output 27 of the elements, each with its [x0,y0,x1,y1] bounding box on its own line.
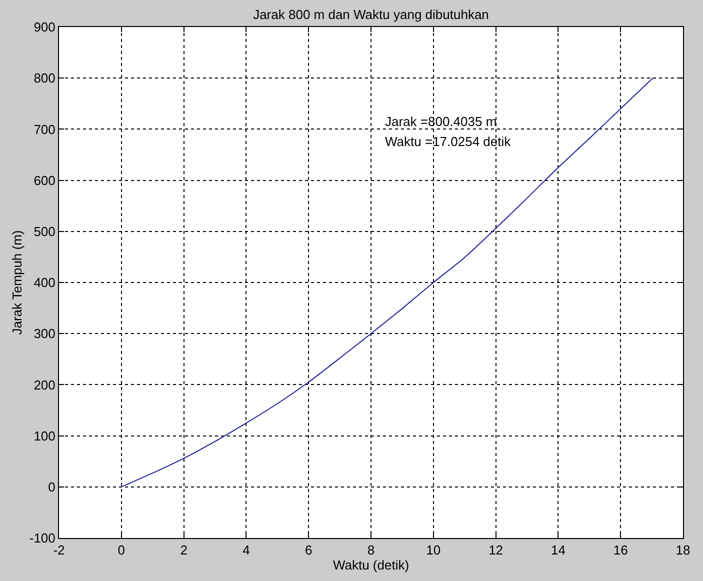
y-axis-title: Jarak Tempuh (m) [9,230,24,335]
y-tick-label: 700 [34,122,56,137]
x-tick-label: 14 [550,542,566,558]
x-tick-label: 2 [180,542,188,558]
y-tick-label: 0 [48,479,56,494]
y-tick-label: -100 [29,530,56,546]
x-tick-label: -2 [53,542,65,558]
x-tick-label: 0 [118,542,126,558]
y-tick-label: 900 [34,20,56,35]
annotation: Waktu =17.0254 detik [385,134,512,149]
y-tick-label: 500 [34,224,56,239]
x-tick-label: 10 [426,542,441,558]
y-tick-label: 300 [34,326,56,342]
x-tick-label: 16 [613,542,628,558]
y-tick-label: 800 [34,70,56,86]
x-tick-label: 6 [304,542,312,558]
y-tick-label: 600 [34,172,56,188]
y-tick-label: 200 [34,377,56,392]
x-axis-title: Waktu (detik) [332,558,410,573]
x-tick-label: 4 [242,542,250,558]
y-tick-label: 400 [34,275,56,290]
line-series [120,78,654,488]
x-tick-label: 12 [488,542,504,558]
x-tick-label: 18 [676,542,690,558]
y-tick-label: 100 [34,428,56,444]
chart-title: Jarak 800 m dan Waktu yang dibutuhkan [253,7,489,22]
x-tick-label: 8 [367,542,375,558]
